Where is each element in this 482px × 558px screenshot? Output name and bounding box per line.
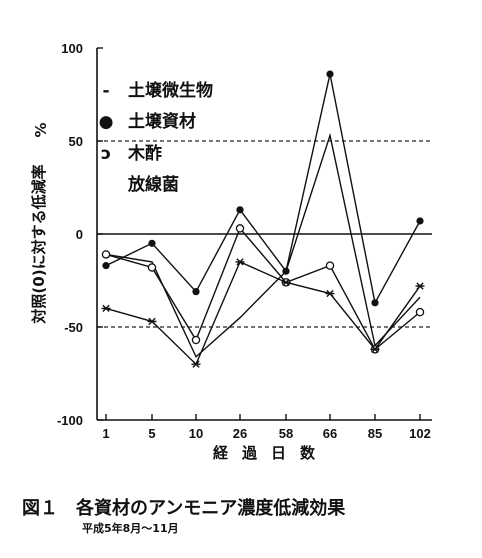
series-1 (102, 70, 424, 307)
point-filled-circle (236, 206, 244, 214)
point-asterisk (191, 360, 201, 368)
series-3 (101, 258, 425, 368)
point-filled-circle (148, 239, 156, 247)
point-filled-circle (282, 267, 290, 275)
x-tick-label: 26 (233, 426, 247, 441)
series-line (105, 132, 421, 358)
x-tick-label: 1 (102, 426, 109, 441)
legend-label: 土壌資材 (128, 111, 196, 132)
legend-marker: - (102, 81, 109, 101)
x-tick-label: 58 (279, 426, 293, 441)
point-open-circle (325, 261, 335, 270)
x-tick-label: 66 (323, 426, 337, 441)
series-line (105, 73, 421, 305)
point-filled-circle (102, 262, 110, 270)
point-filled-circle (192, 288, 200, 296)
y-tick-label: 0 (76, 227, 83, 242)
point-asterisk (370, 345, 380, 353)
point-open-circle (101, 250, 111, 259)
series-0 (105, 132, 421, 358)
x-tick-label: 10 (189, 426, 203, 441)
point-open-circle (415, 307, 425, 317)
legend-label: 木酢 (127, 143, 162, 164)
y-axis-unit: % (32, 122, 50, 137)
point-asterisk (235, 258, 245, 266)
x-tick-label: 102 (409, 426, 431, 441)
legend-label: 土壌微生物 (128, 80, 213, 101)
point-asterisk (281, 278, 291, 287)
legend-marker: ● (99, 112, 114, 132)
x-axis-label: 経過日数 (213, 444, 329, 462)
legend-marker: ɔ (101, 144, 111, 164)
point-open-circle (191, 335, 201, 345)
point-filled-circle (416, 217, 424, 225)
series (101, 70, 425, 368)
point-open-circle (147, 263, 157, 272)
legend-label: 放線菌 (127, 174, 179, 195)
point-asterisk (147, 317, 157, 326)
y-axis-label: 対照(0)に対する低減率 (30, 164, 48, 324)
series-line (105, 227, 421, 351)
point-asterisk (325, 289, 335, 298)
y-tick-label: 50 (69, 134, 83, 149)
x-tick-labels: 1 5 10 26 58 66 85 102 (102, 426, 430, 441)
axes (96, 47, 432, 421)
y-tick-label: -50 (64, 320, 83, 335)
reference-lines (97, 140, 432, 328)
y-tick-label: 100 (61, 41, 83, 56)
chart: 100 50 0 -50 -100 1 5 10 26 58 66 85 102 - 土壌微生物 ● 土壌資… (30, 41, 432, 462)
x-tick-label: 85 (368, 426, 382, 441)
y-axis-label-text: 対照(0)に対する低減率 (30, 164, 48, 324)
point-open-circle (235, 224, 245, 233)
point-asterisk (101, 304, 111, 313)
point-asterisk (415, 282, 425, 290)
point-filled-circle (326, 70, 334, 78)
point-filled-circle (371, 299, 379, 307)
y-tick-label: -100 (57, 413, 83, 428)
y-tick-labels: 100 50 0 -50 -100 (57, 41, 83, 428)
x-tick-label: 5 (148, 426, 155, 441)
series-line (105, 260, 421, 366)
figure-subcaption: 平成5年8月～11月 (82, 522, 179, 535)
figure-caption: 図１ 各資材のアンモニア濃度低減効果 (22, 498, 346, 519)
